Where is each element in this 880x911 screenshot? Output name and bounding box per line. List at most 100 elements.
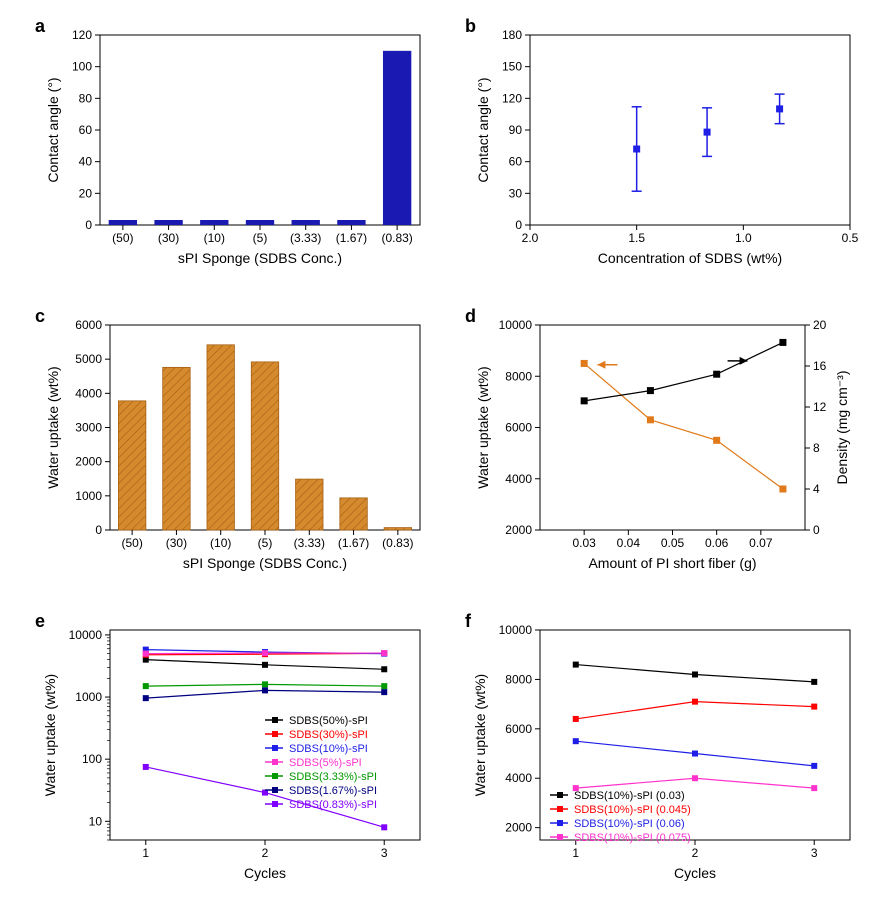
panel-e: e 1 2 3 10 100 1000 10000 SDBS(50%)-sPI SDBS(30%)… — [30, 605, 430, 895]
svg-text:120: 120 — [502, 91, 522, 105]
svg-text:(5): (5) — [258, 536, 273, 550]
svg-text:0: 0 — [813, 523, 820, 537]
svg-text:b: b — [465, 16, 476, 36]
svg-text:(50): (50) — [112, 231, 133, 245]
svg-text:(5): (5) — [253, 231, 268, 245]
svg-text:1000: 1000 — [75, 489, 102, 503]
panel-d: d 0.03 0.04 0.05 0.06 0.07 2000 4000 6000 8000 100… — [460, 300, 860, 585]
svg-text:Cycles: Cycles — [674, 865, 716, 881]
svg-text:120: 120 — [72, 28, 92, 42]
svg-text:6000: 6000 — [75, 318, 102, 332]
svg-text:(10): (10) — [210, 536, 231, 550]
svg-text:SDBS(10%)-sPI (0.03): SDBS(10%)-sPI (0.03) — [574, 790, 685, 802]
svg-text:(10): (10) — [204, 231, 225, 245]
svg-text:SDBS(10%)-sPI: SDBS(10%)-sPI — [289, 743, 368, 755]
svg-text:d: d — [465, 306, 476, 326]
svg-text:0: 0 — [515, 218, 522, 232]
svg-text:Density (mg cm⁻³): Density (mg cm⁻³) — [834, 371, 850, 485]
svg-text:3: 3 — [381, 846, 388, 860]
svg-text:100: 100 — [82, 752, 102, 766]
svg-text:(1.67): (1.67) — [336, 231, 367, 245]
svg-text:4: 4 — [813, 482, 820, 496]
svg-text:20: 20 — [813, 318, 827, 332]
svg-text:3000: 3000 — [75, 421, 102, 435]
svg-text:4000: 4000 — [505, 472, 532, 486]
svg-text:8000: 8000 — [505, 672, 532, 686]
svg-text:Water uptake (wt%): Water uptake (wt%) — [42, 674, 58, 796]
svg-text:6000: 6000 — [505, 722, 532, 736]
svg-text:a: a — [35, 16, 46, 36]
svg-text:1: 1 — [572, 846, 579, 860]
svg-text:0: 0 — [85, 218, 92, 232]
svg-text:10000: 10000 — [499, 623, 533, 637]
svg-text:Amount of PI short fiber (g): Amount of PI short fiber (g) — [588, 555, 756, 571]
svg-text:60: 60 — [509, 155, 523, 169]
svg-text:Water uptake (wt%): Water uptake (wt%) — [45, 366, 61, 488]
svg-text:3: 3 — [811, 846, 818, 860]
svg-text:(1.67): (1.67) — [338, 536, 369, 550]
svg-text:150: 150 — [502, 60, 522, 74]
svg-text:sPI Sponge (SDBS Conc.): sPI Sponge (SDBS Conc.) — [183, 555, 347, 571]
svg-text:(3.33): (3.33) — [290, 231, 321, 245]
svg-text:(0.83): (0.83) — [382, 536, 413, 550]
svg-text:SDBS(50%)-sPI: SDBS(50%)-sPI — [289, 715, 368, 727]
svg-text:0.03: 0.03 — [572, 536, 596, 550]
svg-text:10: 10 — [89, 814, 103, 828]
svg-text:5000: 5000 — [75, 352, 102, 366]
svg-text:20: 20 — [79, 186, 93, 200]
svg-text:0.06: 0.06 — [705, 536, 729, 550]
svg-text:100: 100 — [72, 60, 92, 74]
svg-text:Contact angle (°): Contact angle (°) — [45, 77, 61, 182]
svg-text:2.0: 2.0 — [522, 231, 539, 245]
svg-text:SDBS(10%)-sPI (0.045): SDBS(10%)-sPI (0.045) — [574, 804, 691, 816]
svg-text:1: 1 — [142, 846, 149, 860]
svg-text:2: 2 — [692, 846, 699, 860]
svg-text:Contact angle (°): Contact angle (°) — [475, 77, 491, 182]
svg-text:SDBS(10%)-sPI (0.075): SDBS(10%)-sPI (0.075) — [574, 832, 691, 844]
svg-text:80: 80 — [79, 91, 93, 105]
svg-text:SDBS(5%)-sPI: SDBS(5%)-sPI — [289, 757, 362, 769]
svg-text:(3.33): (3.33) — [294, 536, 325, 550]
svg-text:40: 40 — [79, 155, 93, 169]
svg-text:0.07: 0.07 — [749, 536, 773, 550]
svg-text:1.0: 1.0 — [735, 231, 752, 245]
svg-text:0: 0 — [95, 523, 102, 537]
svg-text:SDBS(1.67%)-sPI: SDBS(1.67%)-sPI — [289, 785, 377, 797]
svg-text:10000: 10000 — [499, 318, 533, 332]
svg-text:4000: 4000 — [505, 771, 532, 785]
panel-f: f 1 2 3 2000 4000 6000 8000 10000 SDBS(10%)-sPI (… — [460, 605, 860, 895]
svg-text:Water uptake (wt%): Water uptake (wt%) — [472, 674, 488, 796]
svg-text:Cycles: Cycles — [244, 865, 286, 881]
svg-text:1.5: 1.5 — [628, 231, 645, 245]
svg-text:180: 180 — [502, 28, 522, 42]
svg-text:SDBS(30%)-sPI: SDBS(30%)-sPI — [289, 729, 368, 741]
svg-text:e: e — [35, 611, 45, 631]
svg-text:Water uptake (wt%): Water uptake (wt%) — [475, 366, 491, 488]
svg-text:2000: 2000 — [505, 523, 532, 537]
svg-text:60: 60 — [79, 123, 93, 137]
svg-text:10000: 10000 — [69, 628, 103, 642]
svg-text:0.04: 0.04 — [617, 536, 641, 550]
svg-text:(30): (30) — [158, 231, 179, 245]
svg-text:2000: 2000 — [505, 821, 532, 835]
svg-text:8: 8 — [813, 441, 820, 455]
svg-text:0.05: 0.05 — [661, 536, 685, 550]
svg-text:2: 2 — [262, 846, 269, 860]
svg-text:1000: 1000 — [75, 690, 102, 704]
svg-text:(50): (50) — [121, 536, 142, 550]
svg-text:Concentration of SDBS (wt%): Concentration of SDBS (wt%) — [598, 250, 782, 266]
svg-text:c: c — [35, 306, 45, 326]
svg-text:0.5: 0.5 — [842, 231, 859, 245]
svg-text:SDBS(10%)-sPI (0.06): SDBS(10%)-sPI (0.06) — [574, 818, 685, 830]
svg-text:4000: 4000 — [75, 386, 102, 400]
svg-text:(30): (30) — [166, 536, 187, 550]
panel-c: c 0 1000 2000 3000 4000 5000 6000 (50) (30) (10) (5… — [30, 300, 430, 585]
svg-text:90: 90 — [509, 123, 523, 137]
svg-text:30: 30 — [509, 186, 523, 200]
svg-text:f: f — [465, 611, 472, 631]
svg-text:2000: 2000 — [75, 455, 102, 469]
svg-text:8000: 8000 — [505, 369, 532, 383]
panel-b: b 2.0 1.5 1.0 0.5 0 30 60 90 120 150 180 Concentrati… — [460, 10, 860, 280]
svg-text:16: 16 — [813, 359, 827, 373]
svg-text:6000: 6000 — [505, 421, 532, 435]
